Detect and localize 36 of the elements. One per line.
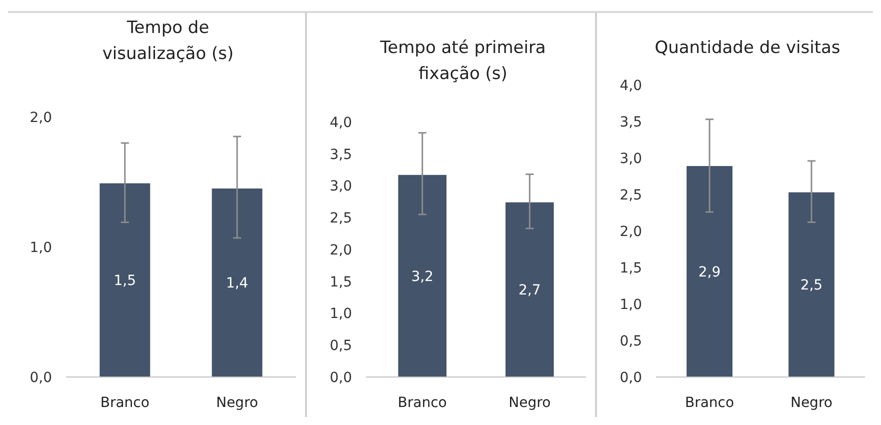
data-label: 1,4 [226,276,248,292]
x-tick-label: Branco [398,395,447,411]
y-tick-label: 3,0 [620,150,642,167]
y-tick-label: 2,5 [330,210,352,227]
y-tick-label: 1,0 [620,296,642,313]
y-tick-label: 4,0 [620,78,642,94]
chart-title: Tempo de visualização (s) [102,18,234,64]
x-tick-label: Negro [508,395,551,411]
y-tick-label: 0,0 [30,370,52,386]
x-tick-label: Negro [790,395,832,411]
y-tick-label: 2,0 [30,110,52,126]
y-tick-label: 0,5 [620,333,642,350]
y-tick-label: 0,0 [620,370,642,386]
x-tick-label: Branco [100,395,150,411]
y-tick-label: 2,0 [620,224,642,240]
y-tick-label: 3,5 [330,146,352,163]
y-tick-label: 1,5 [620,260,642,276]
y-tick-label: 2,5 [620,187,642,204]
data-label: 1,5 [114,273,136,290]
y-tick-label: 2,0 [330,242,352,258]
data-label: 3,2 [411,268,434,285]
y-tick-label: 4,0 [330,114,352,131]
y-tick-label: 1,5 [330,274,352,290]
y-tick-label: 0,0 [330,370,352,386]
y-tick-label: 1,0 [330,306,352,322]
chart-title: Quantidade de visitas [654,38,840,58]
x-tick-label: Negro [216,395,258,411]
data-label: 2,9 [698,264,721,280]
y-tick-label: 3,5 [620,114,642,130]
data-label: 2,7 [518,282,541,299]
x-tick-label: Branco [684,395,734,411]
chart-title: Tempo até primeira fixação (s) [379,38,546,84]
y-tick-label: 0,5 [330,338,352,354]
y-tick-label: 1,0 [30,240,52,256]
data-label: 2,5 [800,278,823,294]
y-tick-label: 3,0 [330,178,352,195]
